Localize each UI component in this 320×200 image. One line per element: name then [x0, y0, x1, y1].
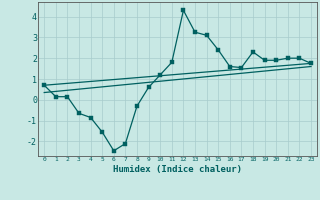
- X-axis label: Humidex (Indice chaleur): Humidex (Indice chaleur): [113, 165, 242, 174]
